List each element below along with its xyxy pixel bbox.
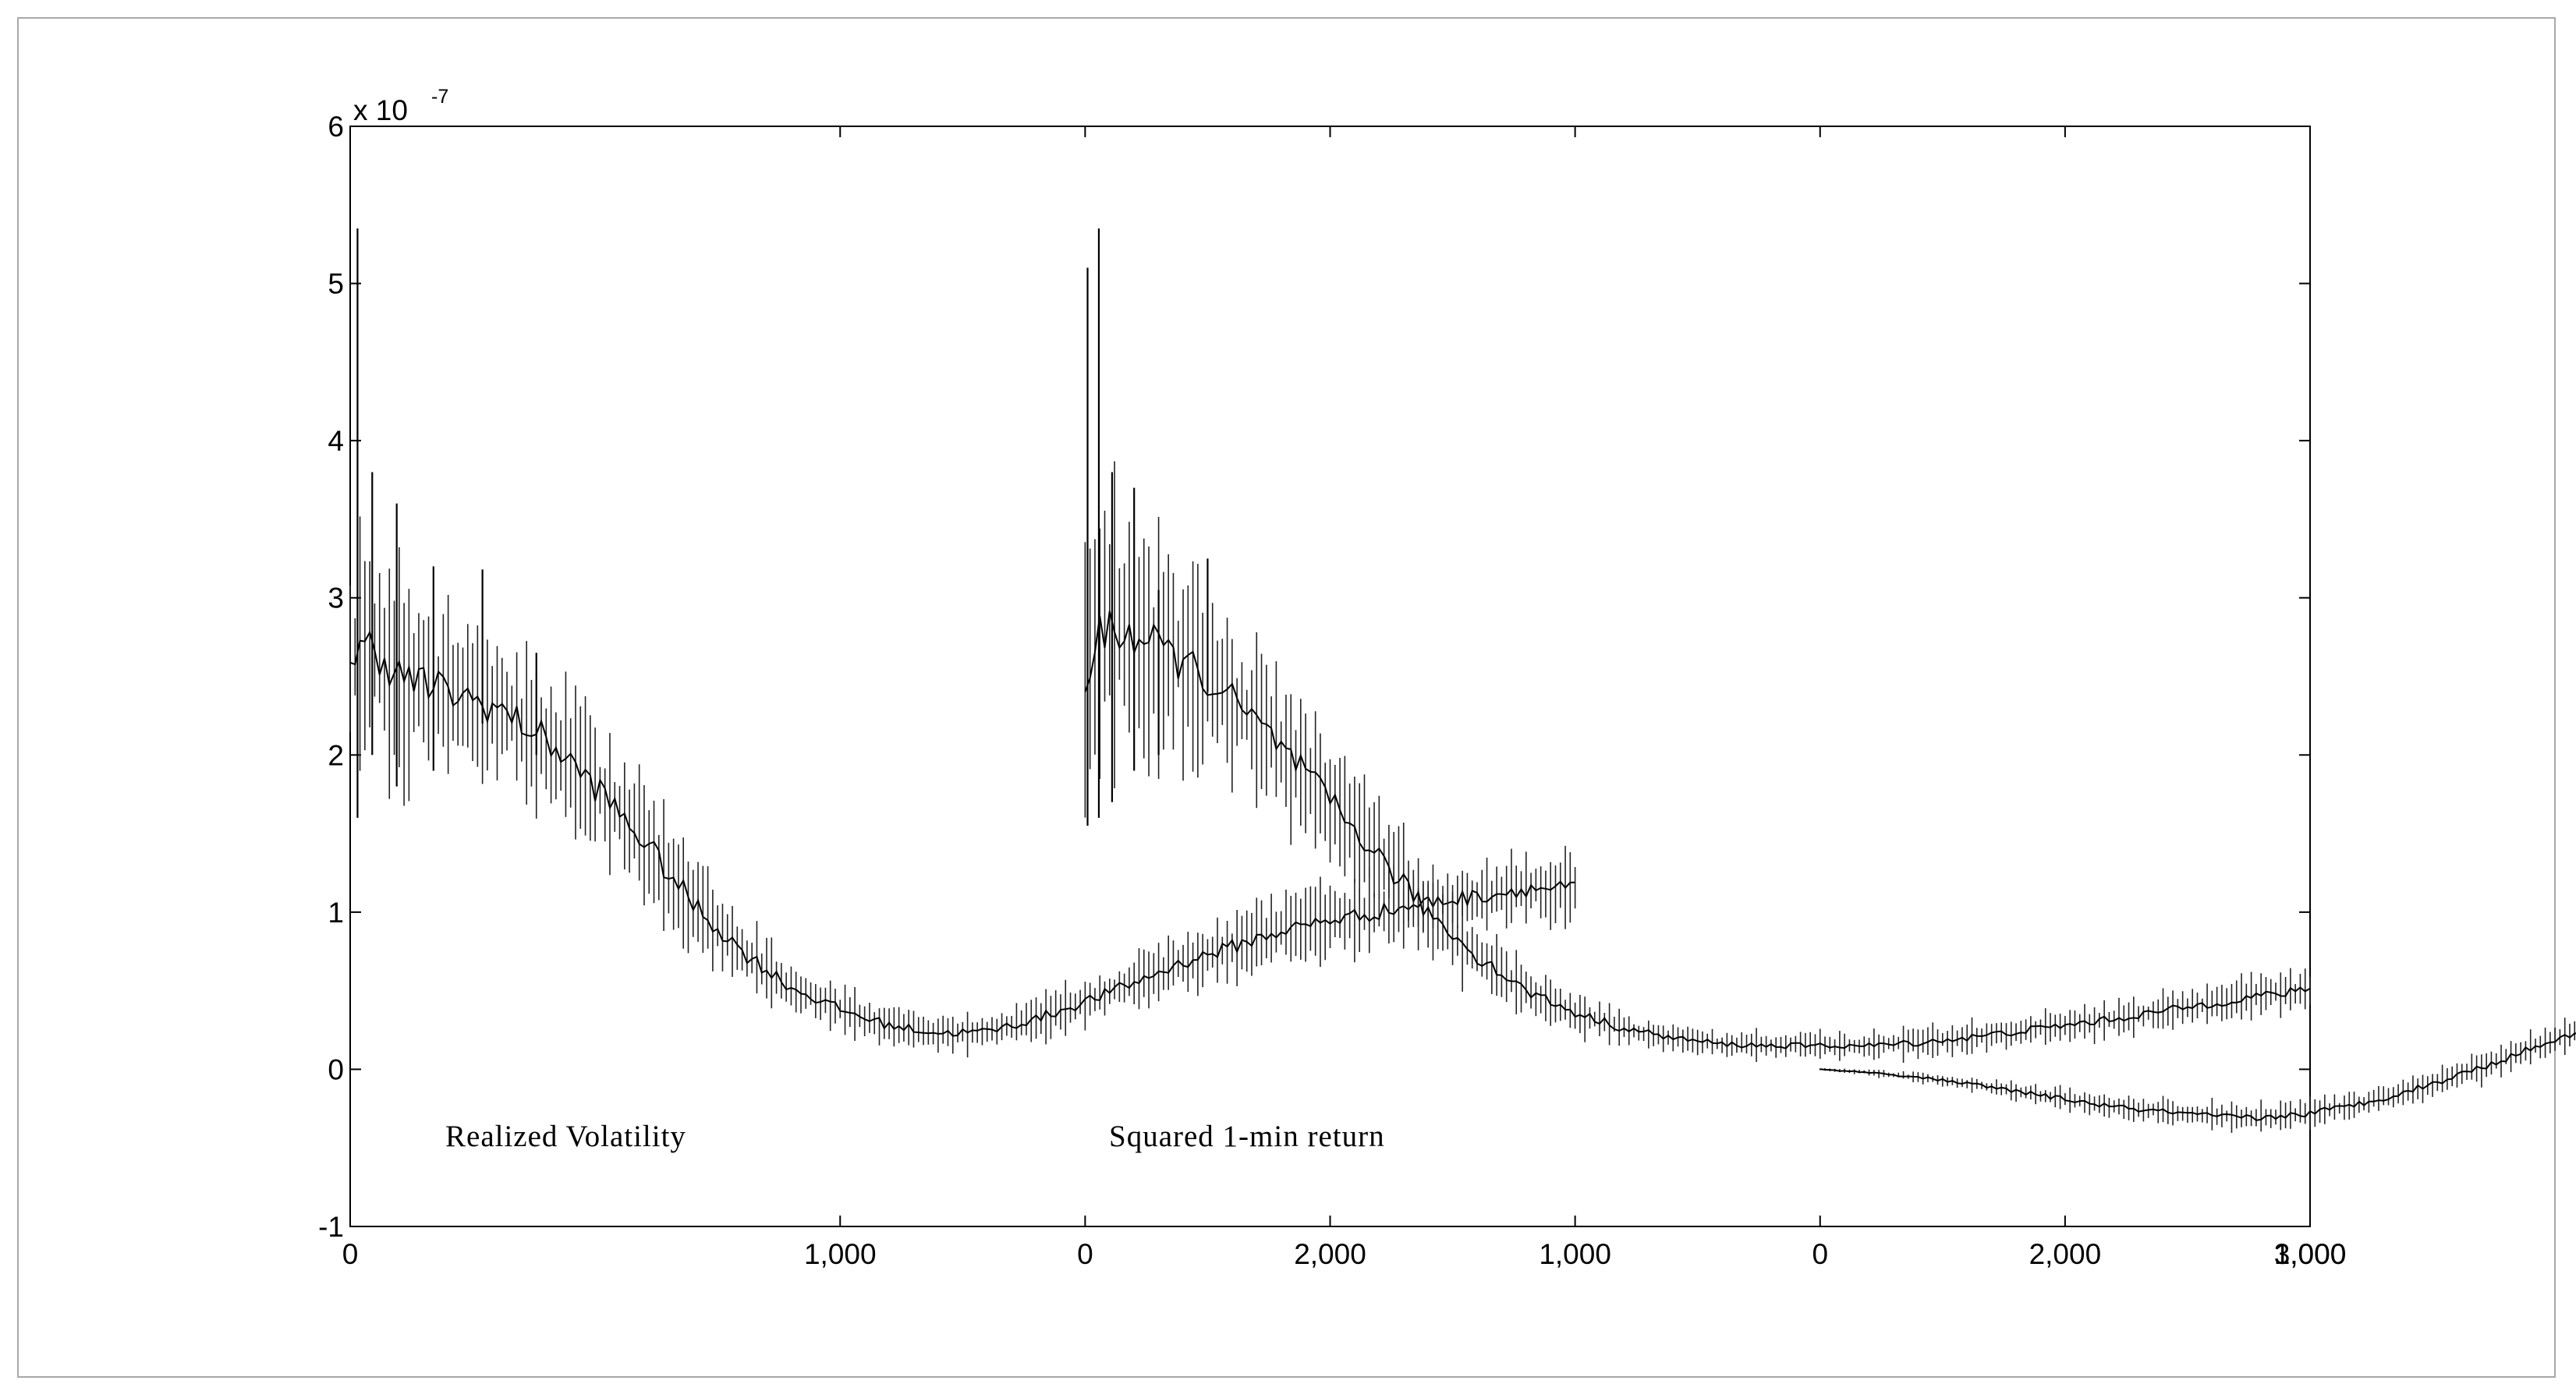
- x-tick-label: 1,000: [2274, 1238, 2347, 1270]
- y-axis-ticks: -1 0 1 2 3 4 5 6: [318, 111, 2310, 1243]
- mean-line: [349, 630, 1575, 1037]
- y-tick-label: 5: [328, 268, 344, 300]
- y-tick-label: 3: [328, 582, 344, 614]
- x-tick-label: 1,000: [804, 1238, 877, 1270]
- x-tick-label: 2,000: [2029, 1238, 2102, 1270]
- y-tick-label: 2: [328, 739, 344, 771]
- y-tick-label: -1: [318, 1211, 344, 1243]
- x-tick-label: 3,000: [2274, 1238, 2347, 1270]
- x-tick-label: 0: [1812, 1238, 1828, 1270]
- series-panel-3: [1819, 1018, 2576, 1133]
- y-axis-multiplier: x 10: [353, 94, 408, 126]
- panel-label: Squared 1-min return: [1109, 1120, 1385, 1153]
- y-tick-label: 1: [328, 897, 344, 929]
- y-tick-label: 4: [328, 425, 344, 457]
- plot-area: [349, 126, 2311, 1227]
- y-tick-label: 6: [328, 111, 344, 143]
- panel-label: Realized Volatility: [445, 1120, 686, 1153]
- x-tick-label: 0: [342, 1238, 359, 1270]
- y-tick-label: 0: [328, 1053, 344, 1085]
- series-panel-1: [349, 228, 1576, 1058]
- mean-line: [1819, 1032, 2576, 1121]
- x-tick-label: 0: [1077, 1238, 1093, 1270]
- x-tick-label: 2,000: [1294, 1238, 1366, 1270]
- y-axis-multiplier-exponent: -7: [431, 86, 448, 108]
- mean-line: [1084, 611, 2311, 1049]
- series-layer: [349, 228, 2576, 1133]
- panel-labels: Realized Volatility Squared 1-min return: [445, 1120, 1385, 1153]
- series-panel-2: [1084, 228, 2311, 1063]
- x-tick-label: 1,000: [1539, 1238, 1611, 1270]
